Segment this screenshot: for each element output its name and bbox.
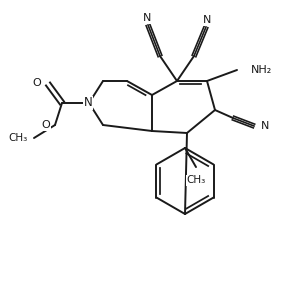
Text: CH₃: CH₃ — [9, 133, 28, 143]
Text: CH₃: CH₃ — [186, 175, 206, 185]
Text: NH₂: NH₂ — [251, 65, 272, 75]
Text: N: N — [261, 121, 269, 131]
Text: O: O — [41, 120, 50, 130]
Text: N: N — [203, 15, 211, 25]
Text: O: O — [32, 78, 41, 88]
Text: N: N — [143, 13, 151, 23]
Text: N: N — [84, 96, 93, 109]
